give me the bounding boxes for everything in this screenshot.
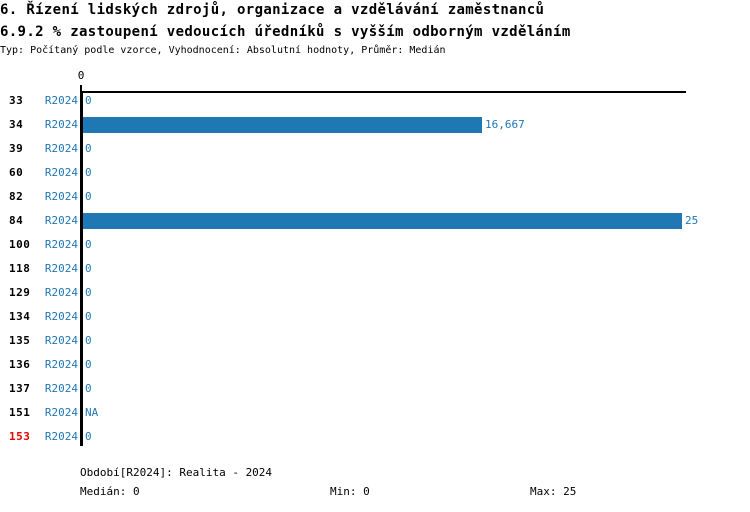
value-label: 0 <box>85 94 92 107</box>
series-label: R2024 <box>44 190 78 203</box>
chart-meta-line: Typ: Počítaný podle vzorce, Vyhodnocení:… <box>0 45 446 56</box>
chart-row: 60 R2024 0 <box>0 161 750 185</box>
series-label: R2024 <box>44 358 78 371</box>
series-label: R2024 <box>44 310 78 323</box>
period-legend: Období[R2024]: Realita - 2024 <box>80 466 273 479</box>
series-label: R2024 <box>44 286 78 299</box>
category-label: 60 <box>9 166 24 179</box>
value-label: 0 <box>85 166 92 179</box>
value-label: 0 <box>85 286 92 299</box>
category-label: 33 <box>9 94 24 107</box>
chart-row: 39 R2024 0 <box>0 137 750 161</box>
stat-min: Min: 0 <box>330 485 370 498</box>
series-label: R2024 <box>44 262 78 275</box>
series-label: R2024 <box>44 94 78 107</box>
value-label: 0 <box>85 190 92 203</box>
category-label: 153 <box>9 430 31 443</box>
series-label: R2024 <box>44 430 78 443</box>
chart-row: 153 R2024 0 <box>0 425 750 449</box>
series-label: R2024 <box>44 238 78 251</box>
series-label: R2024 <box>44 406 78 419</box>
value-label: 0 <box>85 430 92 443</box>
value-label: 0 <box>85 142 92 155</box>
category-label: 136 <box>9 358 31 371</box>
series-label: R2024 <box>44 334 78 347</box>
stat-max: Max: 25 <box>530 485 577 498</box>
value-label: 16,667 <box>485 118 525 131</box>
category-label: 135 <box>9 334 31 347</box>
x-axis-tick-label: 0 <box>77 69 85 82</box>
series-label: R2024 <box>44 214 78 227</box>
chart-row: 100 R2024 0 <box>0 233 750 257</box>
chart-row: 82 R2024 0 <box>0 185 750 209</box>
chart-row: 129 R2024 0 <box>0 281 750 305</box>
chart-row: 33 R2024 0 <box>0 89 750 113</box>
value-label: 0 <box>85 310 92 323</box>
value-label: 0 <box>85 262 92 275</box>
category-label: 34 <box>9 118 24 131</box>
chart-row: 136 R2024 0 <box>0 353 750 377</box>
series-label: R2024 <box>44 166 78 179</box>
value-label: NA <box>85 406 99 419</box>
value-label: 25 <box>685 214 699 227</box>
chart-row: 34 R2024 16,667 <box>0 113 750 137</box>
value-label: 0 <box>85 358 92 371</box>
bar <box>83 213 682 229</box>
category-label: 129 <box>9 286 31 299</box>
chart-subtitle: 6.9.2 % zastoupení vedoucích úředníků s … <box>0 24 571 40</box>
chart-row: 135 R2024 0 <box>0 329 750 353</box>
category-label: 100 <box>9 238 31 251</box>
category-label: 118 <box>9 262 31 275</box>
category-label: 134 <box>9 310 31 323</box>
chart-row: 137 R2024 0 <box>0 377 750 401</box>
y-axis-line <box>80 91 83 446</box>
series-label: R2024 <box>44 382 78 395</box>
value-label: 0 <box>85 382 92 395</box>
chart-row: 84 R2024 25 <box>0 209 750 233</box>
bar <box>83 117 482 133</box>
series-label: R2024 <box>44 142 78 155</box>
value-label: 0 <box>85 238 92 251</box>
series-label: R2024 <box>44 118 78 131</box>
value-label: 0 <box>85 334 92 347</box>
category-label: 84 <box>9 214 24 227</box>
x-axis-line <box>81 91 686 93</box>
category-label: 151 <box>9 406 31 419</box>
category-label: 82 <box>9 190 24 203</box>
chart-row: 134 R2024 0 <box>0 305 750 329</box>
chart-row: 151 R2024 NA <box>0 401 750 425</box>
chart-title: 6. Řízení lidských zdrojů, organizace a … <box>0 2 545 18</box>
stat-median: Medián: 0 <box>80 485 140 498</box>
category-label: 39 <box>9 142 24 155</box>
category-label: 137 <box>9 382 31 395</box>
chart-row: 118 R2024 0 <box>0 257 750 281</box>
